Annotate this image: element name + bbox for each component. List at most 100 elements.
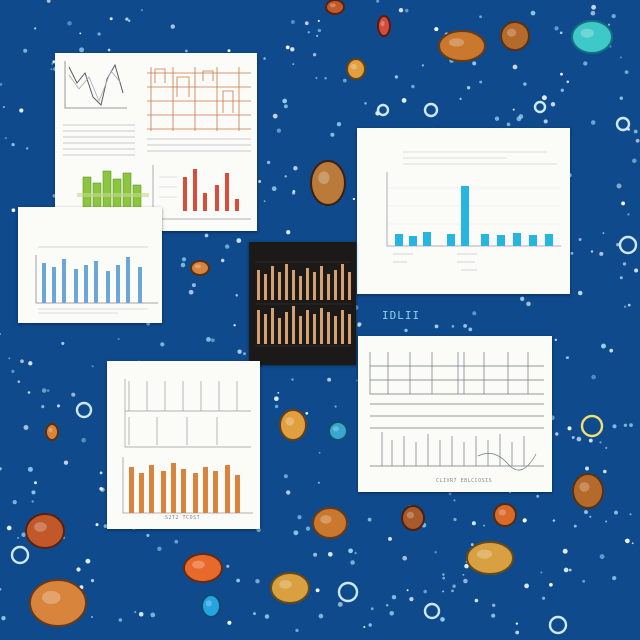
speckle-dot [134, 611, 137, 614]
speckle-dot [629, 423, 633, 427]
speckle-dot [6, 525, 12, 531]
speckle-dot [623, 305, 627, 309]
speckle-dot [453, 499, 456, 502]
speckle-dot [52, 60, 56, 64]
speckle-dot [566, 80, 570, 84]
speckle-dot [440, 617, 445, 622]
speckle-dot [128, 19, 131, 22]
speckle-dot [442, 590, 445, 593]
speckle-dot [591, 374, 596, 380]
speckle-dot [512, 108, 515, 111]
speckle-dot [235, 294, 238, 297]
speckle-dot [20, 359, 24, 364]
speckle-dot [225, 244, 230, 249]
speckle-dot [46, 389, 50, 392]
dark-bar [313, 314, 316, 344]
bean-shape [401, 505, 425, 531]
bean-shapes [25, 0, 613, 627]
speckle-dot [191, 283, 196, 288]
speckle-dot [549, 582, 553, 587]
speckle-dot [318, 613, 324, 619]
speckle-dot [160, 342, 165, 347]
speckle-dot [109, 17, 113, 21]
speckle-dot [388, 536, 392, 541]
speckle-dot [277, 391, 280, 394]
line-table-thumbnail [63, 61, 251, 220]
speckle-dot [629, 513, 632, 516]
bean-highlight [579, 482, 590, 492]
speckle-dot [494, 116, 500, 121]
bean-highlight [34, 522, 47, 532]
speckle-dot [409, 596, 414, 602]
ring-glyph [423, 602, 441, 620]
dark-bars-bottom [257, 306, 351, 344]
speckle-dot [404, 8, 409, 13]
speckle-dot [0, 333, 2, 335]
speckle-dot [607, 23, 611, 26]
bean-shape [493, 503, 517, 527]
speckle-dot [31, 500, 34, 503]
speckle-dot [602, 232, 605, 235]
dark-bar [257, 270, 260, 300]
speckle-dot [46, 0, 51, 3]
dark-bar [320, 308, 323, 344]
speckle-dot [100, 487, 105, 492]
speckle-dot [63, 460, 69, 465]
dark-bar [306, 268, 309, 300]
speckle-dot [376, 0, 380, 3]
speckle-dot [304, 21, 309, 26]
speckle-dot [0, 467, 2, 471]
dark-bar [327, 274, 330, 300]
bean-shape [183, 553, 223, 583]
chart-card-orange-bars: S2T2 TCDST [107, 361, 260, 529]
speckle-dot [146, 533, 150, 537]
speckle-dot [515, 622, 519, 625]
dark-bar [292, 306, 295, 344]
speckle-dot [313, 552, 318, 557]
speckle-dot [79, 47, 85, 53]
collage-word: IDLII [382, 309, 421, 322]
speckle-dot [34, 27, 37, 30]
speckle-dot [453, 517, 457, 522]
dark-bar [285, 312, 288, 344]
orange-card-footer: S2T2 TCDST [165, 515, 201, 521]
speckle-dot [210, 338, 215, 343]
speckle-dot [623, 423, 628, 427]
speckle-dot [276, 128, 282, 133]
speckle-dot [99, 471, 103, 475]
speckle-dot [571, 436, 575, 439]
speckle-dot [357, 322, 362, 327]
speckle-dot [609, 348, 614, 353]
speckle-dot [451, 325, 455, 328]
speckle-dot [555, 432, 559, 436]
speckle-dot [103, 524, 108, 528]
bean-highlight [498, 509, 507, 516]
bean-shape [438, 30, 486, 62]
dark-bar [320, 266, 323, 300]
speckle-dot [601, 343, 606, 349]
speckle-dot [562, 548, 568, 554]
speckle-dot [17, 536, 20, 540]
speckle-dot [421, 64, 425, 67]
speckle-dot [243, 352, 246, 356]
speckle-dot [23, 425, 29, 430]
bean-shape [572, 473, 604, 509]
speckle-dot [402, 555, 408, 561]
speckle-dot [255, 579, 260, 584]
bean-shape [500, 21, 530, 51]
speckle-dot [442, 573, 445, 576]
speckle-dot [34, 481, 37, 485]
speckle-dot [406, 589, 409, 592]
speckle-dot [258, 180, 262, 183]
speckle-dot [470, 543, 474, 547]
speckle-dot [51, 62, 54, 65]
speckle-dot [411, 84, 415, 89]
bean-shape [466, 541, 514, 575]
bean-shape [45, 423, 59, 441]
speckle-dot [479, 80, 483, 84]
speckle-dot [530, 10, 536, 16]
speckle-dot [394, 75, 399, 79]
speckle-dot [180, 262, 186, 268]
bean-highlight [205, 600, 212, 607]
